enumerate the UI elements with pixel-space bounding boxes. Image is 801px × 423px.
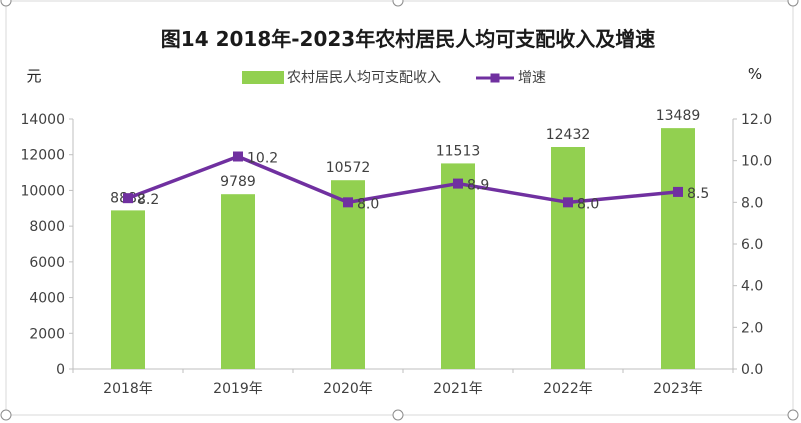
growth-data-label: 8.2 [137, 192, 159, 208]
income-bar-label: 12432 [546, 127, 591, 143]
right-axis-unit: % [748, 65, 762, 83]
right-tick-label: 6.0 [741, 237, 763, 253]
right-tick-label: 0.0 [741, 362, 763, 378]
growth-data-label: 8.0 [357, 196, 379, 212]
legend-label-income: 农村居民人均可支配收入 [287, 70, 441, 86]
growth-data-label: 8.9 [467, 178, 489, 194]
right-tick-label: 10.0 [741, 154, 772, 170]
x-tick-label: 2020年 [323, 381, 373, 397]
income-bar [661, 128, 695, 369]
right-tick-label: 8.0 [741, 195, 763, 211]
x-tick-label: 2021年 [433, 381, 483, 397]
income-bar [331, 180, 365, 369]
left-tick-label: 6000 [29, 255, 65, 271]
income-bar [551, 147, 585, 369]
left-tick-label: 4000 [29, 291, 65, 307]
growth-data-label: 10.2 [247, 151, 278, 167]
legend-swatch-income [242, 71, 284, 84]
legend-swatch-growth-marker [490, 73, 500, 83]
resize-handle [392, 409, 404, 421]
left-tick-label: 8000 [29, 219, 65, 235]
growth-marker [563, 197, 573, 208]
left-tick-label: 14000 [20, 112, 65, 128]
left-tick-label: 2000 [29, 326, 65, 342]
x-tick-label: 2019年 [213, 381, 263, 397]
growth-marker [453, 178, 463, 189]
resize-handle [0, 0, 12, 7]
plot-axes [69, 118, 737, 373]
resize-handle [787, 409, 799, 421]
left-axis-unit: 元 [26, 67, 41, 85]
bar-series [111, 128, 695, 369]
x-tick-label: 2018年 [103, 381, 153, 397]
bar-data-labels: 8882978910572115131243213489 [110, 108, 700, 206]
axis-tick-labels: 0 2000 4000 6000 8000 10000 12000 14000 0.0 2.0 4.… [20, 112, 772, 397]
income-bar [221, 194, 255, 369]
income-bar-label: 10572 [326, 160, 371, 176]
growth-marker [123, 193, 133, 204]
growth-line [127, 154, 679, 205]
growth-marker [673, 186, 683, 197]
resize-handle [0, 409, 12, 421]
right-tick-label: 2.0 [741, 320, 763, 336]
resize-handle [392, 0, 404, 7]
right-tick-label: 12.0 [741, 112, 772, 128]
left-tick-label: 12000 [20, 148, 65, 164]
income-bar [441, 163, 475, 369]
income-bar [111, 210, 145, 369]
growth-marker [343, 197, 353, 208]
x-tick-label: 2022年 [543, 381, 593, 397]
growth-marker [233, 151, 243, 162]
line-data-labels: 8.2 10.2 8.0 8.9 8.0 8.5 [137, 151, 709, 213]
right-tick-label: 4.0 [741, 279, 763, 295]
income-bar-label: 11513 [436, 143, 481, 159]
legend: 农村居民人均可支配收入 增速 [242, 70, 546, 86]
legend-label-growth: 增速 [518, 70, 546, 86]
growth-line-series [123, 151, 683, 208]
x-tick-label: 2023年 [653, 381, 703, 397]
chart-title: 图14 2018年-2023年农村居民人均可支配收入及增速 [161, 27, 655, 51]
income-bar-label: 13489 [656, 108, 701, 124]
growth-data-label: 8.0 [577, 196, 599, 212]
resize-handle [787, 0, 799, 7]
income-bar-label: 9789 [220, 174, 256, 190]
left-tick-label: 0 [56, 362, 65, 378]
growth-data-label: 8.5 [687, 186, 709, 202]
left-tick-label: 10000 [20, 183, 65, 199]
